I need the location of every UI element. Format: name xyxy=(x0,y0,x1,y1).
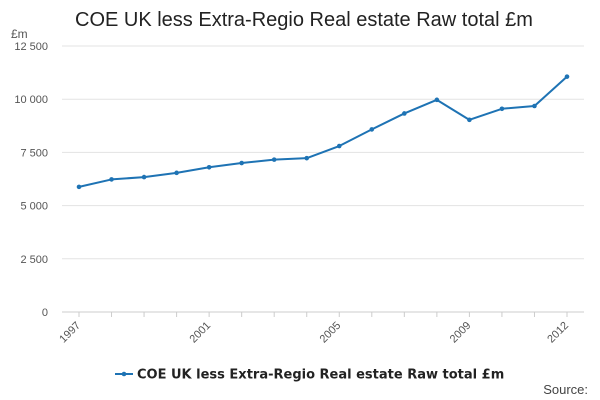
data-point[interactable] xyxy=(109,177,114,182)
data-point[interactable] xyxy=(271,157,277,162)
data-point[interactable] xyxy=(76,184,82,190)
data-point[interactable] xyxy=(402,111,407,116)
legend: COE UK less Extra-Regio Real estate Raw … xyxy=(115,368,504,383)
data-point[interactable] xyxy=(336,143,342,149)
data-point[interactable] xyxy=(434,97,440,103)
x-tick-label: 1997 xyxy=(57,320,83,346)
y-tick-label: 12 500 xyxy=(14,41,48,53)
data-point[interactable] xyxy=(369,127,375,132)
data-point[interactable] xyxy=(467,117,472,123)
series-line xyxy=(78,75,568,188)
y-tick-label: 5 000 xyxy=(20,201,48,213)
y-tick-label: 2 500 xyxy=(20,254,48,266)
chart-title: COE UK less Extra-Regio Real estate Raw … xyxy=(75,9,533,31)
x-tick-label: 2001 xyxy=(187,320,213,346)
data-point[interactable] xyxy=(206,164,212,170)
series-group xyxy=(76,74,570,190)
data-point[interactable] xyxy=(304,155,310,161)
data-point[interactable] xyxy=(532,103,537,109)
y-tick-label: 7 500 xyxy=(20,147,48,159)
data-point[interactable] xyxy=(141,174,147,180)
legend-label[interactable]: COE UK less Extra-Regio Real estate Raw … xyxy=(137,368,504,383)
legend-point-marker xyxy=(121,371,127,377)
data-point[interactable] xyxy=(499,106,505,112)
y-axis-unit-label: £m xyxy=(11,27,28,41)
y-tick-label: 0 xyxy=(42,307,48,319)
x-axis: 1997 2001 2005 2009 2012 xyxy=(57,312,571,345)
x-tick-label: 2005 xyxy=(318,320,344,346)
x-tick-label: 2012 xyxy=(545,320,571,346)
y-tick-label: 10 000 xyxy=(14,94,48,106)
y-tick-labels: 0 2 500 5 000 7 500 10 000 12 500 xyxy=(14,41,48,319)
data-point[interactable] xyxy=(564,74,570,79)
x-tick-label: 2009 xyxy=(448,320,474,346)
data-point[interactable] xyxy=(174,170,179,176)
source-label: Source: xyxy=(543,382,588,397)
data-point[interactable] xyxy=(239,160,244,166)
gridlines xyxy=(62,45,584,313)
